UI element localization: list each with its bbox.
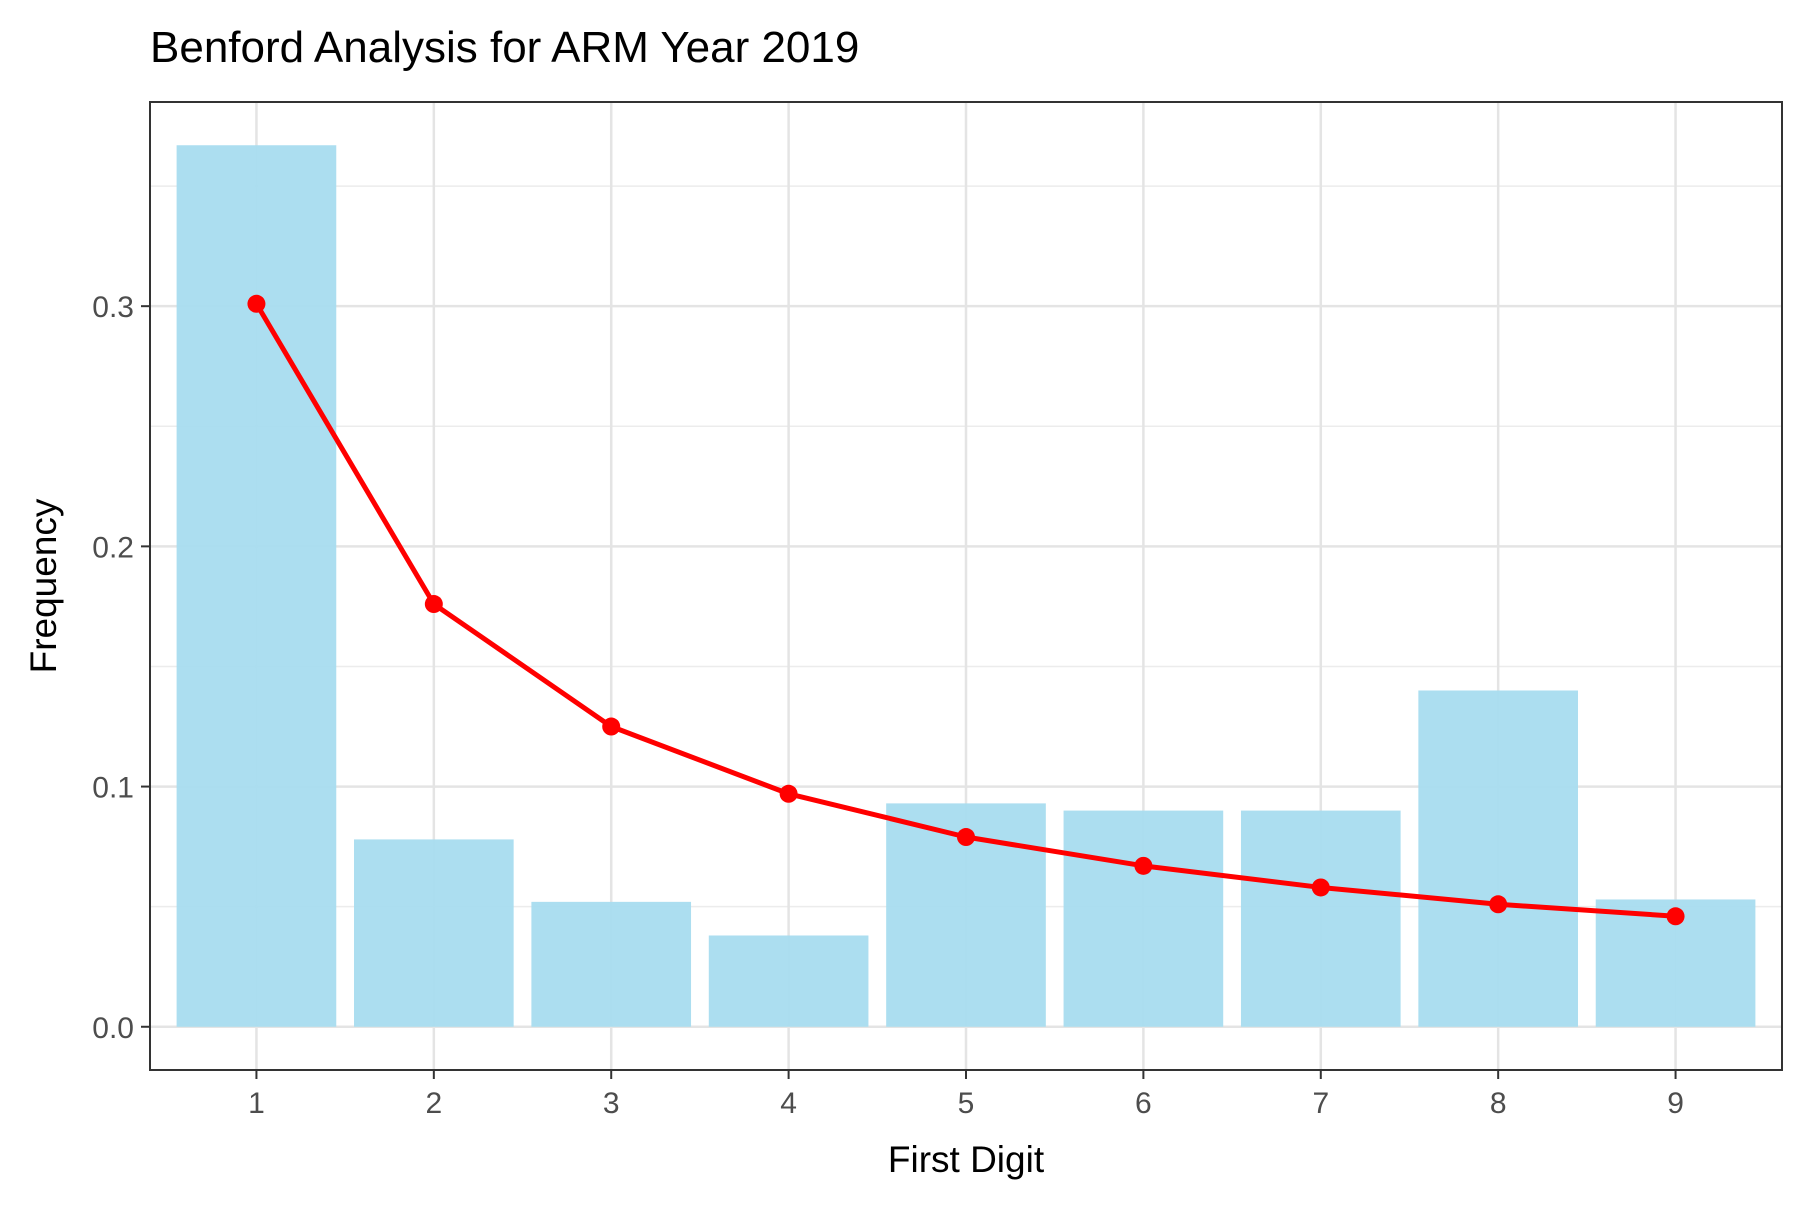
y-axis-title: Frequency	[23, 498, 64, 673]
x-tick-label: 5	[958, 1087, 975, 1120]
y-tick-label: 0.1	[92, 772, 134, 805]
line-layer	[247, 294, 1685, 926]
benford-point-8	[1489, 895, 1508, 914]
bar-digit-6	[1063, 810, 1224, 1027]
bar-digit-7	[1240, 810, 1401, 1027]
chart-title: Benford Analysis for ARM Year 2019	[150, 23, 859, 72]
x-tick-label: 3	[603, 1087, 620, 1120]
benford-point-9	[1666, 907, 1685, 926]
y-tick-label: 0.0	[92, 1012, 134, 1045]
benford-point-4	[779, 784, 798, 803]
benford-point-3	[602, 717, 621, 736]
x-tick-label: 7	[1312, 1087, 1329, 1120]
bar-layer	[176, 145, 1756, 1027]
x-axis-title: First Digit	[888, 1139, 1045, 1180]
x-tick-label: 6	[1135, 1087, 1152, 1120]
y-tick-label: 0.3	[92, 291, 134, 324]
bar-digit-2	[354, 839, 514, 1027]
bar-digit-8	[1418, 690, 1578, 1027]
x-tick-label: 4	[780, 1087, 797, 1120]
x-tick-label: 2	[425, 1087, 442, 1120]
bar-digit-3	[531, 901, 692, 1027]
x-tick-label: 8	[1490, 1087, 1507, 1120]
benford-point-1	[247, 294, 266, 313]
bar-digit-1	[176, 145, 337, 1027]
x-tick-label: 9	[1667, 1087, 1684, 1120]
benford-point-7	[1311, 878, 1330, 897]
axis-layer: 0.0 0.1 0.2 0.3 1 2 3 4 5 6 7 8 9	[92, 291, 1684, 1120]
bar-digit-4	[708, 935, 869, 1027]
x-tick-label: 1	[248, 1087, 265, 1120]
benford-point-5	[957, 828, 975, 847]
benford-point-2	[424, 595, 443, 614]
benford-point-6	[1134, 856, 1153, 875]
y-tick-label: 0.2	[92, 531, 134, 564]
